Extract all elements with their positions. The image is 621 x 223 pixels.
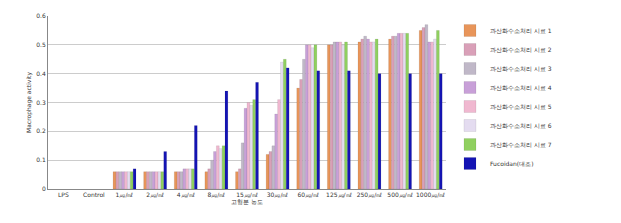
svg-text:Fucoidan(대조): Fucoidan(대조) bbox=[490, 160, 534, 167]
svg-text:8㎍/㎖: 8㎍/㎖ bbox=[207, 191, 225, 198]
svg-text:2㎍/㎖: 2㎍/㎖ bbox=[146, 191, 164, 198]
svg-text:Macrophage activity: Macrophage activity bbox=[25, 72, 33, 133]
svg-text:4㎍/㎖: 4㎍/㎖ bbox=[177, 191, 195, 198]
svg-text:과산화수소처리 시료 7: 과산화수소처리 시료 7 bbox=[490, 141, 552, 148]
svg-text:과산화수소처리 시료 5: 과산화수소처리 시료 5 bbox=[490, 103, 552, 110]
svg-text:0: 0 bbox=[42, 185, 46, 192]
svg-text:과산화수소처리 시료 4: 과산화수소처리 시료 4 bbox=[490, 84, 552, 91]
svg-text:0.3: 0.3 bbox=[36, 99, 46, 106]
svg-text:1㎍/㎖: 1㎍/㎖ bbox=[116, 191, 134, 198]
svg-text:250㎍/㎖: 250㎍/㎖ bbox=[357, 191, 382, 198]
svg-text:500㎍/㎖: 500㎍/㎖ bbox=[387, 191, 412, 198]
svg-text:과산화수소처리 시료 2: 과산화수소처리 시료 2 bbox=[490, 46, 552, 53]
svg-text:30㎍/㎖: 30㎍/㎖ bbox=[267, 191, 289, 198]
svg-text:0.4: 0.4 bbox=[36, 70, 46, 77]
svg-text:0.6: 0.6 bbox=[36, 12, 46, 19]
svg-text:0.2: 0.2 bbox=[36, 127, 46, 134]
svg-text:고형분 농도: 고형분 농도 bbox=[231, 198, 263, 205]
svg-text:과산화수소처리 시료 1: 과산화수소처리 시료 1 bbox=[490, 27, 552, 34]
svg-text:0.1: 0.1 bbox=[36, 156, 46, 163]
svg-text:Control: Control bbox=[83, 191, 105, 198]
svg-text:과산화수소처리 시료 6: 과산화수소처리 시료 6 bbox=[490, 122, 552, 129]
svg-text:LPS: LPS bbox=[58, 191, 69, 198]
svg-text:15㎍/㎖: 15㎍/㎖ bbox=[236, 191, 258, 198]
svg-text:0.5: 0.5 bbox=[36, 41, 46, 48]
svg-text:1000㎍/㎖: 1000㎍/㎖ bbox=[416, 191, 445, 198]
svg-text:60㎍/㎖: 60㎍/㎖ bbox=[297, 191, 319, 198]
svg-text:125㎍/㎖: 125㎍/㎖ bbox=[326, 191, 351, 198]
svg-text:과산화수소처리 시료 3: 과산화수소처리 시료 3 bbox=[490, 65, 552, 72]
